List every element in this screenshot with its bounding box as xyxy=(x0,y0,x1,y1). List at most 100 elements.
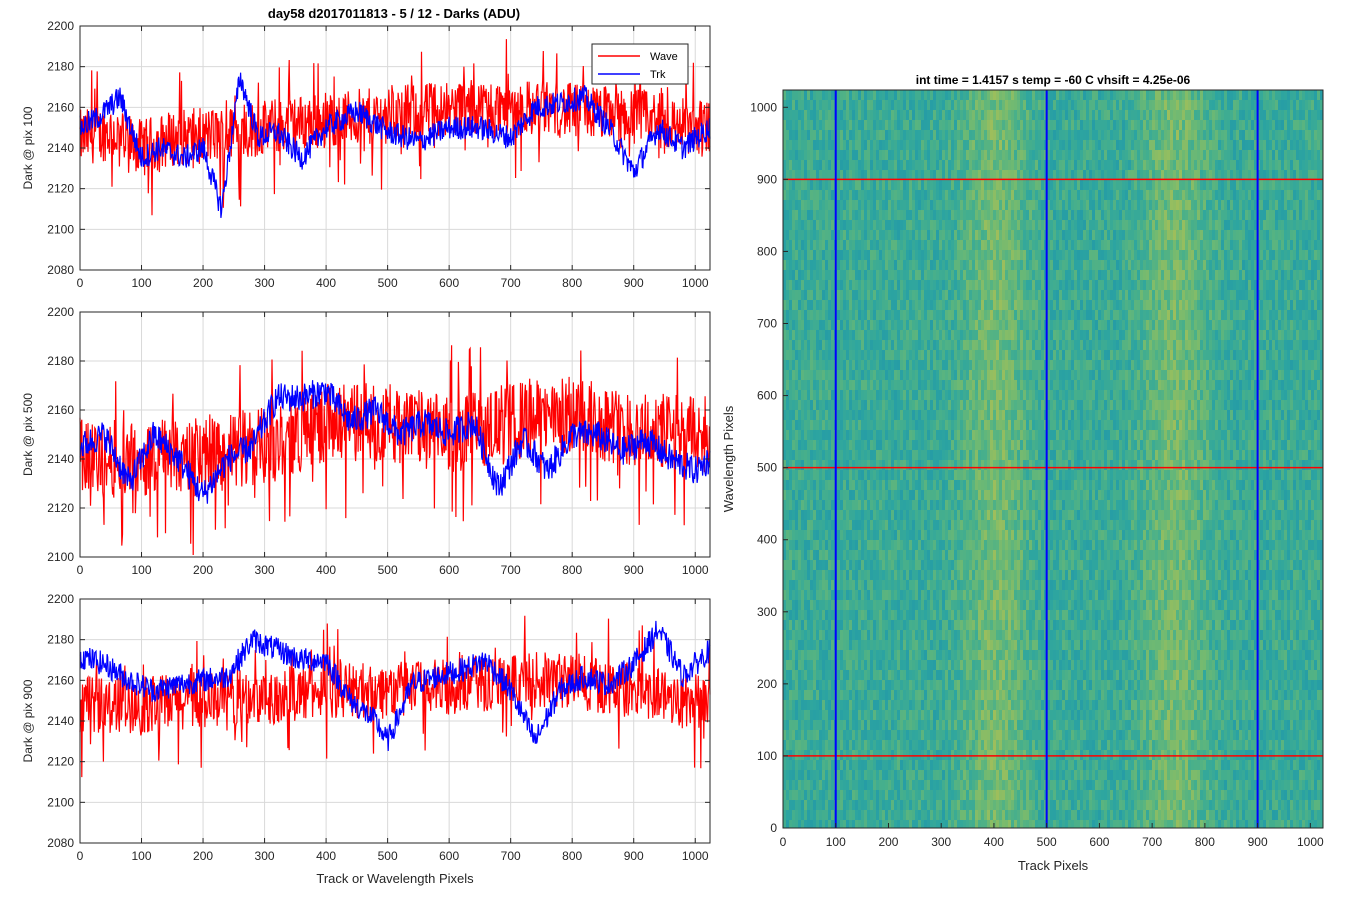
heatmap-cell xyxy=(822,790,825,800)
heatmap-cell xyxy=(873,330,876,340)
heatmap-cell xyxy=(939,190,942,200)
heatmap-cell xyxy=(957,780,960,790)
heatmap-cell xyxy=(951,750,954,760)
heatmap-cell xyxy=(792,100,795,110)
heatmap-cell xyxy=(933,540,936,550)
heatmap-cell xyxy=(789,290,792,300)
heatmap-cell xyxy=(885,600,888,610)
heatmap-cell xyxy=(870,240,873,250)
heatmap-cell xyxy=(828,590,831,600)
heatmap-cell xyxy=(960,170,963,180)
heatmap-cell xyxy=(885,820,888,828)
heatmap-cell xyxy=(951,650,954,660)
heatmap-cell xyxy=(966,440,969,450)
heatmap-cell xyxy=(918,190,921,200)
heatmap-cell xyxy=(906,150,909,160)
heatmap-cell xyxy=(942,530,945,540)
heatmap-cell xyxy=(783,450,786,460)
heatmap-cell xyxy=(831,290,834,300)
heatmap-cell xyxy=(855,560,858,570)
heatmap-cell xyxy=(930,620,933,630)
heatmap-cell xyxy=(909,170,912,180)
heatmap-cell xyxy=(831,380,834,390)
heatmap-cell xyxy=(831,400,834,410)
heatmap-cell xyxy=(813,140,816,150)
heatmap-cell xyxy=(954,570,957,580)
heatmap-cell xyxy=(876,520,879,530)
heatmap-cell xyxy=(930,630,933,640)
heatmap-cell xyxy=(927,670,930,680)
heatmap-cell xyxy=(882,310,885,320)
heatmap-cell xyxy=(939,600,942,610)
heatmap-cell xyxy=(945,140,948,150)
heatmap-cell xyxy=(825,670,828,680)
heatmap-cell xyxy=(849,150,852,160)
heatmap-cell xyxy=(942,330,945,340)
heatmap-cell xyxy=(858,150,861,160)
heatmap-cell xyxy=(840,330,843,340)
heatmap-cell xyxy=(921,500,924,510)
heatmap-cell xyxy=(966,460,969,470)
heatmap-cell xyxy=(897,400,900,410)
heatmap-cell xyxy=(795,200,798,210)
heatmap-cell xyxy=(972,460,975,470)
heatmap-cell xyxy=(804,320,807,330)
heatmap-cell xyxy=(900,630,903,640)
heatmap-cell xyxy=(804,610,807,620)
heatmap-cell xyxy=(957,530,960,540)
heatmap-cell xyxy=(960,540,963,550)
heatmap-cell xyxy=(924,440,927,450)
heatmap-cell xyxy=(801,370,804,380)
heatmap-cell xyxy=(912,550,915,560)
heatmap-cell xyxy=(900,350,903,360)
heatmap-cell xyxy=(852,410,855,420)
heatmap-cell xyxy=(936,810,939,820)
heatmap-cell xyxy=(807,380,810,390)
heatmap-cell xyxy=(876,590,879,600)
heatmap-cell xyxy=(813,280,816,290)
heatmap-cell xyxy=(798,210,801,220)
heatmap-cell xyxy=(957,760,960,770)
heatmap-cell xyxy=(807,570,810,580)
heatmap-cell xyxy=(897,210,900,220)
heatmap-cell xyxy=(789,450,792,460)
heatmap-cell xyxy=(867,810,870,820)
heatmap-cell xyxy=(930,670,933,680)
heatmap-cell xyxy=(915,490,918,500)
heatmap-cell xyxy=(819,180,822,190)
heatmap-cell xyxy=(819,310,822,320)
heatmap-cell xyxy=(924,470,927,480)
heatmap-cell xyxy=(786,720,789,730)
heatmap-cell xyxy=(861,130,864,140)
heatmap-cell xyxy=(789,300,792,310)
heatmap-cell xyxy=(870,260,873,270)
heatmap-cell xyxy=(912,440,915,450)
heatmap-cell xyxy=(954,430,957,440)
heatmap-cell xyxy=(963,130,966,140)
heatmap-cell xyxy=(810,410,813,420)
heatmap-cell xyxy=(816,500,819,510)
heatmap-cell xyxy=(822,120,825,130)
heatmap-cell xyxy=(852,640,855,650)
heatmap-cell xyxy=(909,460,912,470)
heatmap-cell xyxy=(969,390,972,400)
heatmap-cell xyxy=(969,680,972,690)
heatmap-cell xyxy=(972,740,975,750)
heatmap-cell xyxy=(861,220,864,230)
heatmap-cell xyxy=(840,100,843,110)
heatmap-cell xyxy=(963,700,966,710)
x-tick-label: 400 xyxy=(316,563,336,577)
heatmap-cell xyxy=(813,200,816,210)
heatmap-cell xyxy=(879,270,882,280)
heatmap-cell xyxy=(972,600,975,610)
heatmap-cell xyxy=(822,310,825,320)
heatmap-cell xyxy=(843,400,846,410)
heatmap-cell xyxy=(813,230,816,240)
heatmap-cell xyxy=(918,580,921,590)
heatmap-cell xyxy=(837,150,840,160)
heatmap-cell xyxy=(963,600,966,610)
heatmap-cell xyxy=(906,430,909,440)
heatmap-cell xyxy=(882,350,885,360)
heatmap-cell xyxy=(933,300,936,310)
heatmap-cell xyxy=(954,110,957,120)
